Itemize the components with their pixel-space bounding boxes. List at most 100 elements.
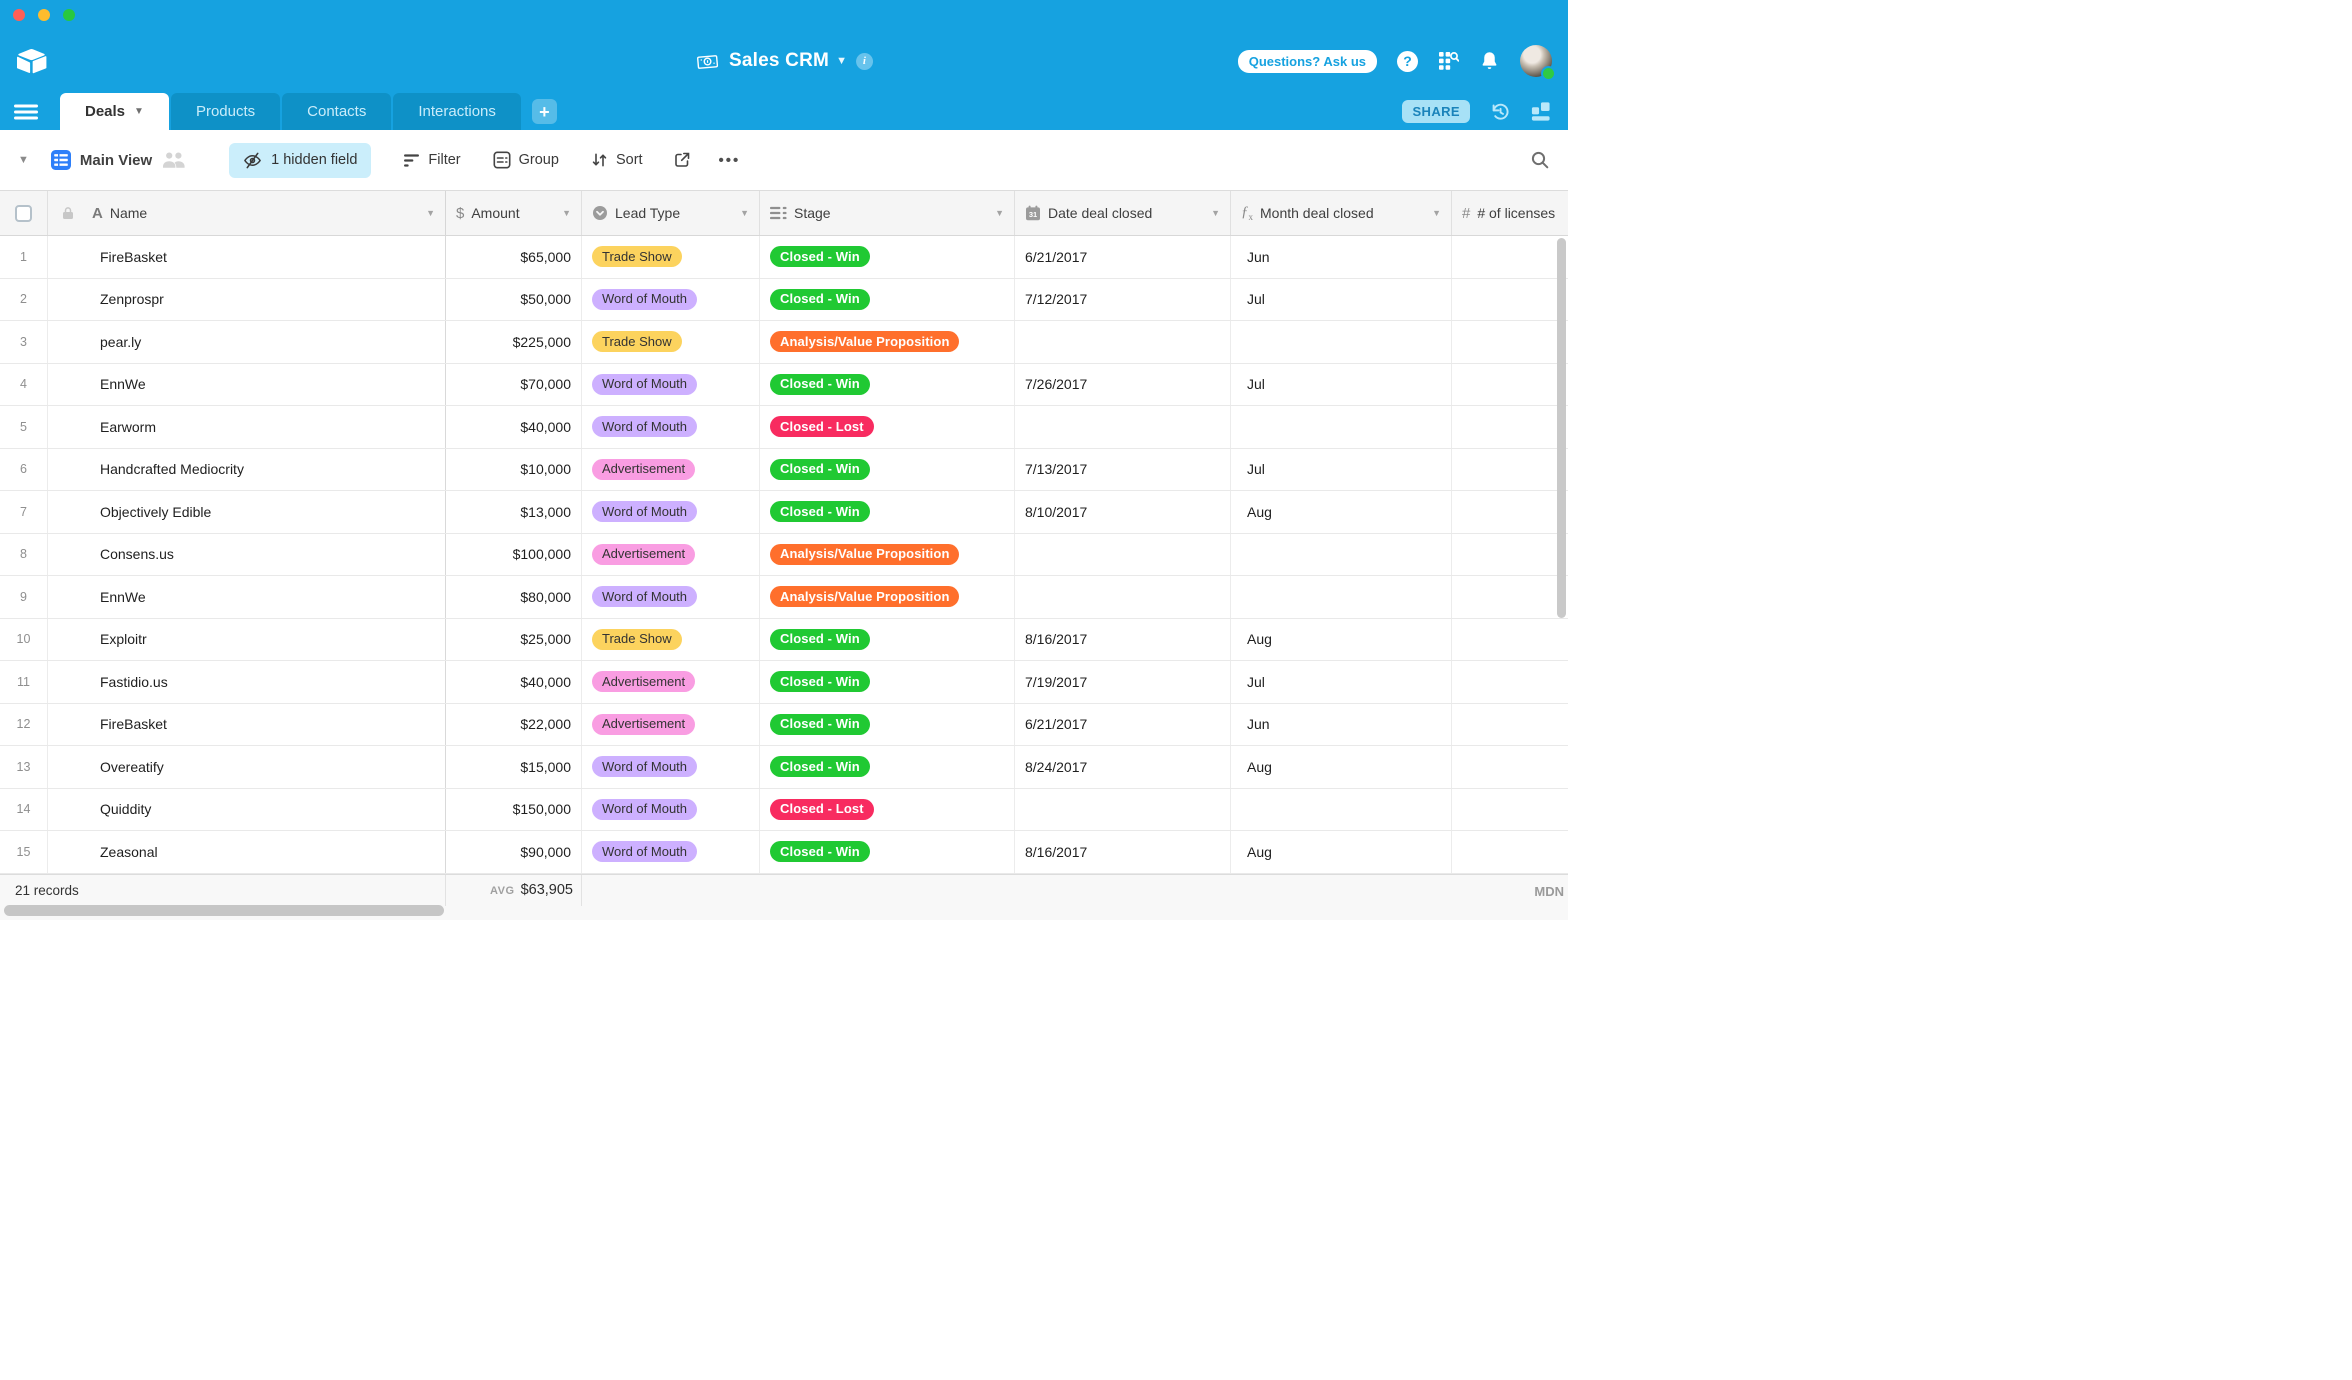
cell-amount[interactable]: $40,000 (446, 406, 582, 448)
cell-amount[interactable]: $65,000 (446, 236, 582, 278)
avatar[interactable] (1520, 45, 1554, 79)
row-number[interactable]: 15 (0, 831, 48, 873)
chevron-down-icon[interactable]: ▼ (1211, 208, 1220, 218)
cell-licenses[interactable] (1452, 619, 1568, 661)
row-number[interactable]: 13 (0, 746, 48, 788)
cell-lead-type[interactable]: Word of Mouth (582, 831, 760, 873)
tab-deals[interactable]: Deals ▼ (60, 93, 169, 130)
row-number[interactable]: 6 (0, 448, 48, 491)
collaborators-icon[interactable] (161, 151, 187, 169)
cell-stage[interactable]: Analysis/Value Proposition (760, 321, 1015, 363)
base-title-group[interactable]: Sales CRM ▼ i (695, 50, 873, 72)
cell-month-closed[interactable] (1231, 788, 1452, 831)
cell-name[interactable]: Handcrafted Mediocrity (48, 448, 446, 491)
column-header-stage[interactable]: Stage ▼ (760, 191, 1015, 235)
column-header-licenses[interactable]: # # of licenses (1452, 191, 1568, 235)
cell-lead-type[interactable]: Advertisement (582, 703, 760, 746)
row-number[interactable]: 12 (0, 703, 48, 746)
cell-lead-type[interactable]: Word of Mouth (582, 746, 760, 788)
chevron-down-icon[interactable]: ▼ (562, 208, 571, 218)
cell-month-closed[interactable]: Aug (1231, 491, 1452, 533)
cell-lead-type[interactable]: Advertisement (582, 533, 760, 576)
chevron-down-icon[interactable]: ▼ (134, 106, 144, 117)
cell-stage[interactable]: Closed - Win (760, 236, 1015, 278)
add-table-button[interactable]: + (531, 99, 557, 124)
cell-name[interactable]: FireBasket (48, 236, 446, 278)
cell-amount[interactable]: $100,000 (446, 533, 582, 576)
cell-stage[interactable]: Closed - Lost (760, 406, 1015, 448)
cell-lead-type[interactable]: Word of Mouth (582, 278, 760, 321)
cell-month-closed[interactable]: Jul (1231, 661, 1452, 703)
cell-name[interactable]: Objectively Edible (48, 491, 446, 533)
cell-amount[interactable]: $40,000 (446, 661, 582, 703)
cell-amount[interactable]: $15,000 (446, 746, 582, 788)
cell-month-closed[interactable] (1231, 576, 1452, 618)
cell-name[interactable]: Overeatify (48, 746, 446, 788)
help-icon[interactable]: ? (1397, 50, 1418, 72)
cell-licenses[interactable] (1452, 704, 1568, 746)
column-header-name[interactable]: A Name ▼ (48, 191, 446, 235)
cell-date-closed[interactable]: 7/13/2017 (1015, 448, 1231, 491)
cell-date-closed[interactable]: 6/21/2017 (1015, 236, 1231, 278)
cell-licenses[interactable] (1452, 789, 1568, 831)
cell-licenses[interactable] (1452, 491, 1568, 533)
cell-date-closed[interactable] (1015, 576, 1231, 618)
cell-licenses[interactable] (1452, 449, 1568, 491)
cell-date-closed[interactable] (1015, 406, 1231, 448)
cell-name[interactable]: FireBasket (48, 703, 446, 746)
cell-stage[interactable]: Closed - Win (760, 661, 1015, 703)
cell-date-closed[interactable] (1015, 321, 1231, 363)
cell-lead-type[interactable]: Word of Mouth (582, 363, 760, 406)
row-number[interactable]: 9 (0, 576, 48, 618)
cell-stage[interactable]: Closed - Win (760, 491, 1015, 533)
cell-lead-type[interactable]: Advertisement (582, 661, 760, 703)
cell-stage[interactable]: Analysis/Value Proposition (760, 533, 1015, 576)
cell-date-closed[interactable]: 7/26/2017 (1015, 363, 1231, 406)
cell-lead-type[interactable]: Word of Mouth (582, 406, 760, 448)
cell-licenses[interactable] (1452, 831, 1568, 873)
cell-name[interactable]: Quiddity (48, 788, 446, 831)
cell-month-closed[interactable]: Jun (1231, 703, 1452, 746)
cell-date-closed[interactable]: 8/10/2017 (1015, 491, 1231, 533)
column-header-date-closed[interactable]: 31 Date deal closed ▼ (1015, 191, 1231, 235)
cell-licenses[interactable] (1452, 661, 1568, 703)
cell-lead-type[interactable]: Word of Mouth (582, 788, 760, 831)
info-icon[interactable]: i (855, 52, 873, 70)
median-label[interactable]: MDN (1534, 884, 1564, 899)
select-all-checkbox[interactable] (15, 204, 32, 222)
cell-stage[interactable]: Closed - Win (760, 831, 1015, 873)
sort-button[interactable]: Sort (591, 152, 643, 168)
column-header-amount[interactable]: $ Amount ▼ (446, 191, 582, 235)
cell-licenses[interactable] (1452, 364, 1568, 406)
cell-lead-type[interactable]: Word of Mouth (582, 576, 760, 618)
cell-lead-type[interactable]: Trade Show (582, 236, 760, 278)
share-view-icon[interactable] (673, 151, 691, 169)
view-name[interactable]: Main View (79, 151, 153, 169)
cell-stage[interactable]: Closed - Win (760, 278, 1015, 321)
cell-month-closed[interactable]: Jun (1231, 236, 1452, 278)
more-options-icon[interactable]: ••• (718, 151, 741, 169)
cell-name[interactable]: EnnWe (48, 576, 446, 618)
cell-stage[interactable]: Analysis/Value Proposition (760, 576, 1015, 618)
cell-month-closed[interactable] (1231, 321, 1452, 363)
cell-licenses[interactable] (1452, 576, 1568, 618)
chevron-down-icon[interactable]: ▼ (740, 208, 749, 218)
cell-date-closed[interactable]: 8/16/2017 (1015, 618, 1231, 661)
cell-amount[interactable]: $10,000 (446, 448, 582, 491)
row-number[interactable]: 7 (0, 491, 48, 533)
cell-amount[interactable]: $25,000 (446, 618, 582, 661)
row-number[interactable]: 5 (0, 406, 48, 448)
cell-amount[interactable]: $225,000 (446, 321, 582, 363)
cell-lead-type[interactable]: Trade Show (582, 618, 760, 661)
cell-stage[interactable]: Closed - Lost (760, 788, 1015, 831)
cell-stage[interactable]: Closed - Win (760, 703, 1015, 746)
hidden-fields-button[interactable]: 1 hidden field (229, 142, 372, 178)
tab-products[interactable]: Products (170, 93, 281, 130)
cell-licenses[interactable] (1452, 236, 1568, 278)
view-switcher-caret-icon[interactable]: ▼ (18, 154, 29, 166)
amount-summary[interactable]: AVG $63,905 (446, 882, 573, 898)
cell-month-closed[interactable] (1231, 533, 1452, 576)
vertical-scrollbar[interactable] (1557, 238, 1566, 618)
cell-date-closed[interactable]: 6/21/2017 (1015, 703, 1231, 746)
cell-licenses[interactable] (1452, 279, 1568, 321)
